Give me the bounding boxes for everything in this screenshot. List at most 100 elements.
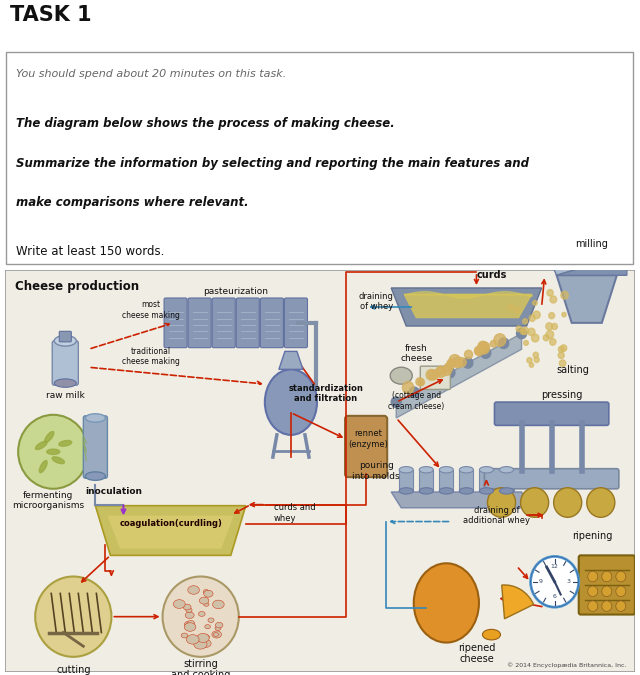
Circle shape [546,323,552,330]
Polygon shape [391,492,532,508]
Text: pasteurization: pasteurization [204,287,268,296]
Circle shape [588,601,598,612]
Circle shape [458,358,466,367]
Text: draining of
additional whey: draining of additional whey [463,506,530,525]
Ellipse shape [204,591,213,597]
Text: 6: 6 [553,594,557,599]
Circle shape [558,346,564,352]
Circle shape [531,556,579,607]
Ellipse shape [499,466,513,473]
Circle shape [479,344,488,352]
Circle shape [546,331,554,339]
Ellipse shape [200,597,209,604]
Circle shape [532,300,537,305]
Ellipse shape [52,457,65,464]
Ellipse shape [399,488,413,494]
Circle shape [426,369,436,380]
Ellipse shape [460,488,474,494]
Text: cutting: cutting [56,664,91,674]
Ellipse shape [185,612,194,618]
Ellipse shape [198,612,205,616]
Circle shape [445,367,455,378]
Circle shape [588,571,598,582]
FancyBboxPatch shape [236,298,259,348]
Ellipse shape [188,586,200,594]
Text: standardization
and filtration: standardization and filtration [289,384,364,404]
Text: curds and
whey: curds and whey [274,504,316,523]
Ellipse shape [85,414,106,422]
Text: pressing: pressing [541,389,582,400]
Ellipse shape [208,618,214,622]
Circle shape [403,381,414,394]
Polygon shape [557,254,627,275]
Text: You should spend about 20 minutes on this task.: You should spend about 20 minutes on thi… [17,70,287,79]
Circle shape [533,352,538,358]
Ellipse shape [194,639,207,649]
Ellipse shape [419,488,433,494]
Ellipse shape [173,599,185,608]
FancyBboxPatch shape [260,298,284,348]
FancyBboxPatch shape [439,470,453,491]
Ellipse shape [47,449,60,454]
Text: traditional
cheese making: traditional cheese making [122,347,179,367]
Circle shape [520,488,548,517]
Circle shape [527,358,532,363]
Polygon shape [547,254,627,275]
Circle shape [444,363,453,372]
Circle shape [163,576,239,657]
Text: 3: 3 [566,579,571,585]
Circle shape [481,348,491,358]
Text: The diagram below shows the process of making cheese.: The diagram below shows the process of m… [17,117,396,130]
Circle shape [429,370,438,380]
Circle shape [554,488,582,517]
Ellipse shape [212,631,221,638]
Circle shape [499,338,509,348]
Circle shape [534,357,540,362]
Text: inoculation: inoculation [85,487,142,496]
Circle shape [433,370,440,377]
Ellipse shape [184,621,193,628]
Ellipse shape [460,466,474,473]
Text: stirring
and cooking: stirring and cooking [171,659,230,675]
Ellipse shape [200,640,211,647]
Polygon shape [404,294,532,317]
FancyBboxPatch shape [479,470,493,491]
Circle shape [547,290,553,296]
FancyBboxPatch shape [484,468,619,489]
Circle shape [602,571,612,582]
Text: ripened
cheese: ripened cheese [458,643,495,664]
Wedge shape [502,585,534,619]
FancyBboxPatch shape [399,470,413,491]
Ellipse shape [184,623,196,631]
Ellipse shape [186,634,199,644]
Text: raw milk: raw milk [46,392,84,400]
Text: rennet
(enzyme): rennet (enzyme) [348,429,388,449]
Ellipse shape [265,369,317,435]
FancyBboxPatch shape [83,416,108,478]
Circle shape [475,346,483,356]
Circle shape [587,488,615,517]
Ellipse shape [204,589,209,594]
FancyBboxPatch shape [188,298,211,348]
Ellipse shape [204,602,209,606]
Circle shape [616,571,626,582]
Ellipse shape [479,488,493,494]
FancyBboxPatch shape [52,341,78,385]
Ellipse shape [54,335,76,346]
Text: TASK 1: TASK 1 [10,5,92,26]
Ellipse shape [439,466,453,473]
Ellipse shape [499,488,513,494]
Text: salting: salting [557,365,589,375]
Text: (cottage and
cream cheese): (cottage and cream cheese) [388,392,444,411]
Text: fermenting
microorganisms: fermenting microorganisms [12,491,84,510]
Circle shape [508,304,514,310]
Circle shape [452,357,463,368]
Circle shape [550,296,557,303]
Circle shape [494,333,506,346]
Circle shape [522,327,529,335]
Text: pouring
into molds: pouring into molds [353,461,400,481]
Circle shape [391,397,401,408]
Ellipse shape [54,379,76,387]
Circle shape [524,340,529,346]
Ellipse shape [45,431,54,443]
